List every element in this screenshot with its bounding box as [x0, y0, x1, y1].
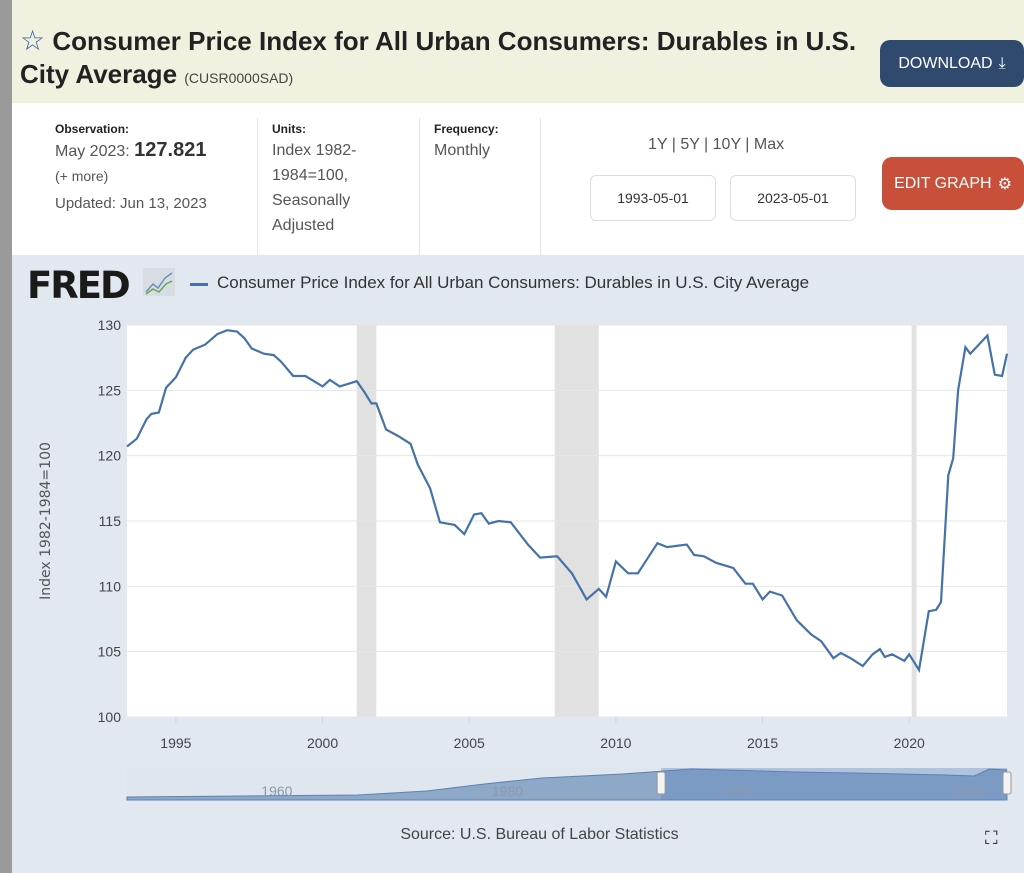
fullscreen-icon[interactable]: ⛶ — [985, 828, 998, 848]
edit-graph-button[interactable]: EDIT GRAPH ⚙ — [882, 157, 1024, 210]
navigator-handle[interactable] — [1002, 771, 1012, 795]
title-text: Consumer Price Index for All Urban Consu… — [20, 26, 857, 89]
x-tick-label: 1995 — [160, 735, 191, 751]
observation-label: Observation: — [55, 122, 130, 136]
observation-value: 127.821 — [134, 139, 207, 161]
observation-date: May 2023: — [55, 143, 130, 160]
edit-graph-label: EDIT GRAPH — [894, 174, 992, 192]
units-line: Index 1982- — [272, 142, 357, 159]
range-10y[interactable]: 10Y — [712, 136, 741, 153]
start-date-input[interactable]: 1993-05-01 — [590, 175, 716, 221]
x-tick-label: 2010 — [600, 735, 631, 751]
fred-logo: FRED — [27, 264, 131, 307]
y-tick-label: 115 — [99, 513, 122, 529]
series-title: ☆ Consumer Price Index for All Urban Con… — [20, 24, 880, 95]
x-tick-label: 2005 — [454, 735, 485, 751]
units-label: Units: — [272, 122, 306, 136]
units-block: Units: Index 1982- 1984=100, Seasonally … — [272, 120, 357, 238]
y-tick-label: 100 — [98, 709, 122, 725]
end-date-input[interactable]: 2023-05-01 — [730, 175, 856, 221]
source-text: Source: U.S. Bureau of Labor Statistics — [400, 826, 679, 843]
legend-swatch — [190, 283, 208, 286]
range-selector: 1Y | 5Y | 10Y | Max — [648, 136, 785, 153]
fred-logo-chart-icon — [143, 268, 175, 296]
gear-icon: ⚙ — [997, 175, 1012, 193]
frequency-value: Monthly — [434, 142, 491, 159]
window-border — [0, 0, 12, 873]
y-tick-label: 105 — [98, 644, 122, 660]
navigator-label: 1980 — [492, 783, 523, 799]
download-button[interactable]: DOWNLOAD ⤓ — [880, 40, 1024, 87]
range-1y[interactable]: 1Y — [648, 136, 668, 153]
x-tick-label: 2000 — [307, 735, 338, 751]
frequency-block: Frequency: Monthly — [434, 120, 499, 163]
y-tick-label: 120 — [98, 448, 122, 464]
range-max[interactable]: Max — [753, 136, 785, 153]
more-link[interactable]: (+ more) — [55, 168, 109, 184]
observation-block: Observation: May 2023: 127.821 (+ more) … — [55, 120, 207, 216]
navigator-series — [126, 768, 1008, 801]
download-label: DOWNLOAD — [898, 54, 993, 72]
y-tick-label: 110 — [99, 578, 122, 594]
navigator-label: 1960 — [261, 783, 292, 799]
y-tick-label: 130 — [98, 317, 122, 333]
divider — [540, 118, 541, 255]
navigator-selection — [661, 768, 1007, 800]
updated-date: Updated: Jun 13, 2023 — [55, 195, 207, 212]
divider — [257, 118, 258, 255]
divider — [419, 118, 420, 255]
legend-label[interactable]: Consumer Price Index for All Urban Consu… — [217, 273, 810, 292]
x-tick-label: 2015 — [747, 735, 778, 751]
units-line: 1984=100, — [272, 167, 349, 184]
units-line: Adjusted — [272, 217, 335, 234]
navigator-label: 2020 — [953, 783, 984, 799]
y-tick-label: 125 — [98, 382, 122, 398]
frequency-label: Frequency: — [434, 122, 499, 136]
star-outline-icon[interactable]: ☆ — [20, 25, 46, 56]
series-header: ☆ Consumer Price Index for All Urban Con… — [12, 0, 1024, 103]
y-axis-label: Index 1982-1984=100 — [38, 442, 54, 600]
navigator-label: 2000 — [722, 783, 753, 799]
range-5y[interactable]: 5Y — [680, 136, 700, 153]
series-id: (CUSR0000SAD) — [184, 70, 294, 86]
x-tick-label: 2020 — [894, 735, 925, 751]
navigator-handle[interactable] — [656, 771, 666, 795]
download-icon: ⤓ — [998, 54, 1006, 72]
units-line: Seasonally — [272, 192, 351, 209]
